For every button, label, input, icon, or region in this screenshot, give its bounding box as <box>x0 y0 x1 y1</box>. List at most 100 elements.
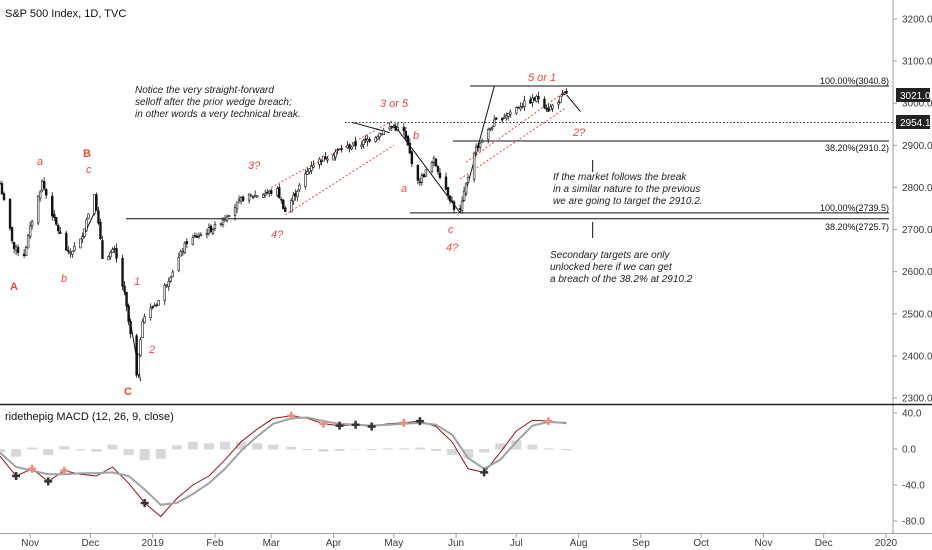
candle-body <box>322 155 325 162</box>
candle-body <box>424 169 428 177</box>
candle-body <box>79 238 82 249</box>
candle-body <box>416 164 420 181</box>
candle-body <box>374 137 377 142</box>
candle-body <box>509 111 512 115</box>
candle-body <box>390 126 393 128</box>
candle-body <box>239 197 243 202</box>
candle-body <box>99 221 102 240</box>
candle-body <box>135 335 138 376</box>
candle-body <box>495 117 498 120</box>
fib-label-3040: 100.00%(3040.8) <box>820 76 889 86</box>
candle-body <box>436 166 440 173</box>
candle-body <box>73 246 76 251</box>
price-tag-last-text: 3021.0 <box>900 91 931 102</box>
macd-hist-bar <box>252 443 263 450</box>
candle-body <box>486 129 490 140</box>
candle-body <box>67 250 70 252</box>
y-tick-label: 2400.0 <box>902 351 932 362</box>
macd-cross-marker <box>367 422 376 431</box>
candle-body <box>227 215 231 217</box>
candle-body <box>448 195 452 202</box>
candle-body <box>352 142 355 146</box>
x-tick-label: Mar <box>263 538 281 549</box>
y-tick-label: 2800.0 <box>902 183 932 194</box>
candle-body <box>364 138 367 140</box>
x-tick-label: Feb <box>206 538 224 549</box>
macd-hist-bar <box>350 449 361 450</box>
wedge-upper-2 <box>465 90 567 163</box>
candle-body <box>181 251 185 254</box>
y-tick-label: 2700.0 <box>902 225 932 236</box>
annotation-target-line1: If the market follows the break <box>553 172 687 183</box>
candle-body <box>402 126 406 132</box>
candle-body <box>298 184 301 191</box>
candle-body <box>165 284 168 287</box>
candle-body <box>153 305 156 307</box>
candle-body <box>382 130 385 135</box>
candle-body <box>446 187 450 196</box>
macd-hist-bar <box>220 441 231 450</box>
candle-body <box>199 233 203 236</box>
wave-label-3or5: 3 or 5 <box>380 98 409 110</box>
x-tick-label: Jun <box>448 538 464 549</box>
annotation-selloff-line2: selloff after the prior wedge breach; <box>135 97 292 108</box>
candle-body <box>51 195 54 217</box>
candle-body <box>476 145 480 148</box>
y-tick-label: 2300.0 <box>902 394 932 405</box>
candle-body <box>366 138 369 142</box>
candle-body <box>151 306 154 309</box>
macd-cross-marker <box>28 464 37 473</box>
candle-body <box>141 320 144 339</box>
annotation-selloff: Notice the very straight-forward selloff… <box>135 85 301 120</box>
candle-body <box>263 193 267 196</box>
candle-body <box>561 93 564 96</box>
macd-hist-bar <box>398 448 409 450</box>
wave-label-B: B <box>83 148 91 160</box>
x-tick-label: Nov <box>21 538 39 549</box>
candle-body <box>324 156 327 160</box>
candle-body <box>266 191 269 194</box>
macd-hist-bar <box>11 449 22 457</box>
candle-body <box>472 152 476 180</box>
candle-body <box>480 140 484 143</box>
macd-cross-marker <box>415 417 424 426</box>
candle-body <box>0 182 2 185</box>
candle-body <box>282 199 285 210</box>
candle-body <box>268 190 271 194</box>
candle-body <box>557 102 560 105</box>
macd-hist-bar <box>286 446 297 450</box>
candle-body <box>107 256 110 261</box>
macd-cross-marker <box>140 499 149 507</box>
candle-body <box>45 189 48 196</box>
macd-y-tick-label: 40.0 <box>902 409 922 420</box>
candle-body <box>334 151 337 158</box>
candle-body <box>292 195 295 202</box>
x-tick-label: Apr <box>326 538 342 549</box>
candle-body <box>121 258 124 287</box>
price-tag-level: 2954.1 <box>896 115 931 129</box>
candle-body <box>53 213 56 218</box>
candle-body <box>177 257 181 271</box>
wave-label-4q1: 4? <box>271 229 284 241</box>
macd-hist-bar <box>0 449 5 453</box>
candle-body <box>36 195 40 224</box>
candle-body <box>251 196 255 198</box>
candle-body <box>0 183 4 195</box>
wave-label-C: C <box>124 386 132 398</box>
macd-hist-bar <box>511 440 522 450</box>
candle-body <box>270 190 273 194</box>
candle-body <box>207 227 211 234</box>
macd-y-tick-label: -80.0 <box>902 517 925 528</box>
macd-hist-bar <box>495 443 506 450</box>
macd-hist-bar <box>27 447 38 450</box>
candle-body <box>422 174 426 178</box>
candle-body <box>376 135 379 140</box>
candle-body <box>474 146 478 153</box>
candle-body <box>137 353 140 375</box>
candle-body <box>149 307 152 318</box>
macd-hist-bar <box>268 444 279 450</box>
candle-body <box>503 116 506 119</box>
x-tick-label: Sep <box>632 538 650 549</box>
x-tick-label: May <box>384 538 403 549</box>
